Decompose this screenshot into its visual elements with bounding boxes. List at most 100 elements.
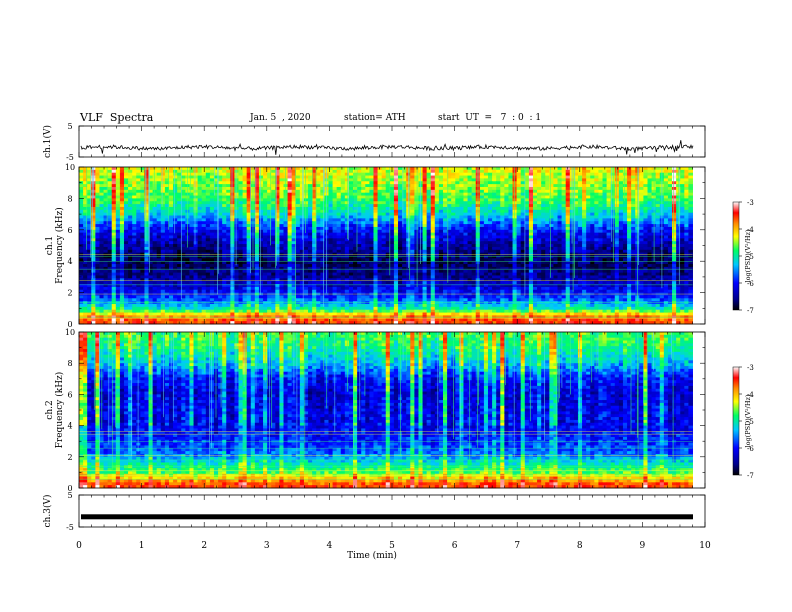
spectrogram-cell bbox=[226, 181, 231, 185]
spectrogram-cell bbox=[128, 206, 133, 211]
spectrogram-cell bbox=[426, 201, 432, 205]
spectrogram-cell bbox=[279, 195, 284, 199]
spectrogram-cell bbox=[455, 189, 460, 194]
spectrogram-cell bbox=[320, 195, 325, 199]
spectrogram-cell bbox=[340, 189, 346, 194]
spectrogram-cell bbox=[565, 186, 571, 191]
spectrogram-cell bbox=[348, 246, 354, 251]
spectrogram-cell bbox=[684, 204, 689, 208]
spectrogram-cell bbox=[132, 235, 137, 239]
spectrogram-cell bbox=[479, 215, 485, 219]
spectrogram-cell bbox=[173, 249, 178, 254]
spectrogram-cell bbox=[561, 204, 567, 208]
spectrogram-cell bbox=[160, 238, 166, 242]
spectrogram-cell bbox=[598, 249, 603, 254]
spectrogram-cell bbox=[312, 232, 317, 236]
spectrogram-cell bbox=[422, 235, 428, 239]
spectrogram-cell bbox=[205, 209, 211, 214]
spectrogram-cell bbox=[631, 229, 636, 234]
spectrogram-cell bbox=[602, 244, 608, 248]
spectrogram-cell bbox=[254, 175, 260, 179]
spectrogram-cell bbox=[680, 201, 685, 205]
spectrogram-cell bbox=[99, 181, 105, 185]
spectrogram-cell bbox=[524, 186, 530, 191]
spectrogram-cell bbox=[639, 221, 644, 225]
spectrogram-cell bbox=[291, 255, 297, 259]
spectrogram-cell bbox=[667, 184, 673, 188]
spectrogram-cell bbox=[455, 258, 460, 262]
spectrogram-cell bbox=[369, 215, 374, 219]
spectrogram-cell bbox=[545, 258, 550, 262]
spectrogram-cell bbox=[271, 238, 276, 242]
spectrogram-cell bbox=[586, 181, 591, 185]
spectrogram-cell bbox=[598, 241, 603, 245]
spectrogram-cell bbox=[594, 178, 599, 182]
spectrogram-cell bbox=[594, 172, 599, 177]
spectrogram-cell bbox=[434, 178, 440, 182]
spectrogram-cell bbox=[479, 178, 485, 182]
spectrogram-cell bbox=[672, 212, 677, 217]
spectrogram-cell bbox=[238, 232, 244, 236]
spectrogram-cell bbox=[483, 186, 489, 191]
spectrogram-cell bbox=[173, 229, 178, 234]
spectrogram-cell bbox=[385, 232, 391, 236]
spectrogram-cell bbox=[524, 212, 530, 217]
spectrogram-cell bbox=[459, 244, 464, 248]
spectrogram-cell bbox=[267, 224, 272, 228]
spectrogram-cell bbox=[267, 241, 272, 245]
spectrogram-cell bbox=[340, 198, 346, 202]
spectrogram-cell bbox=[238, 235, 244, 239]
spectrogram-cell bbox=[524, 244, 530, 248]
spectrogram-cell bbox=[565, 192, 571, 197]
spectrogram-cell bbox=[577, 246, 583, 251]
spectrogram-cell bbox=[606, 221, 612, 225]
spectrogram-cell bbox=[479, 201, 485, 205]
spectrogram-cell bbox=[312, 246, 317, 251]
spectrogram-cell bbox=[504, 215, 509, 219]
spectrogram-cell bbox=[254, 241, 260, 245]
spectrogram-cell bbox=[234, 249, 239, 254]
spectrogram-cell bbox=[524, 198, 530, 202]
spectrogram-cell bbox=[303, 204, 309, 208]
spectrogram-cell bbox=[667, 224, 673, 228]
spectrogram-cell bbox=[160, 172, 166, 177]
spectrogram-cell bbox=[516, 175, 522, 179]
spectrogram-cell bbox=[361, 226, 366, 231]
spectrogram-cell bbox=[160, 218, 166, 222]
spectrogram-cell bbox=[271, 249, 276, 254]
spectrogram-cell bbox=[332, 184, 338, 188]
spectrogram-cell bbox=[672, 172, 677, 177]
spectrogram-cell bbox=[373, 198, 379, 202]
spectrogram-cell bbox=[283, 192, 289, 197]
spectrogram-cell bbox=[647, 224, 653, 228]
spectrogram-cell bbox=[631, 175, 636, 179]
spectrogram-cell bbox=[590, 249, 595, 254]
spectrogram-cell bbox=[299, 249, 305, 254]
spectrogram-cell bbox=[557, 184, 563, 188]
spectrogram-cell bbox=[434, 181, 440, 185]
spectrogram-cell bbox=[586, 167, 591, 171]
spectrogram-cell bbox=[504, 209, 509, 214]
spectrogram-cell bbox=[385, 195, 391, 199]
spectrogram-cell bbox=[614, 212, 620, 217]
spectrogram-cell bbox=[107, 169, 113, 174]
spectrogram-cell bbox=[639, 249, 644, 254]
spectrogram-cell bbox=[168, 175, 174, 179]
spectrogram-cell bbox=[573, 226, 579, 231]
spectrogram-cell bbox=[79, 232, 84, 236]
spectrogram-cell bbox=[676, 241, 681, 245]
spectrogram-cell bbox=[140, 215, 145, 219]
spectrogram-cell bbox=[532, 224, 538, 228]
spectrogram-cell bbox=[308, 186, 313, 191]
spectrogram-cell bbox=[242, 244, 248, 248]
spectrogram-cell bbox=[144, 212, 150, 217]
spectrogram-cell bbox=[336, 221, 342, 225]
spectrogram-cell bbox=[246, 255, 252, 259]
spectrogram-cell bbox=[504, 244, 509, 248]
spectrogram-cell bbox=[438, 175, 444, 179]
spectrogram-cell bbox=[622, 209, 628, 214]
spectrogram-cell bbox=[451, 175, 456, 179]
spectrogram-cell bbox=[95, 215, 100, 219]
spectrogram-cell bbox=[586, 212, 591, 217]
spectrogram-cell bbox=[369, 206, 374, 211]
